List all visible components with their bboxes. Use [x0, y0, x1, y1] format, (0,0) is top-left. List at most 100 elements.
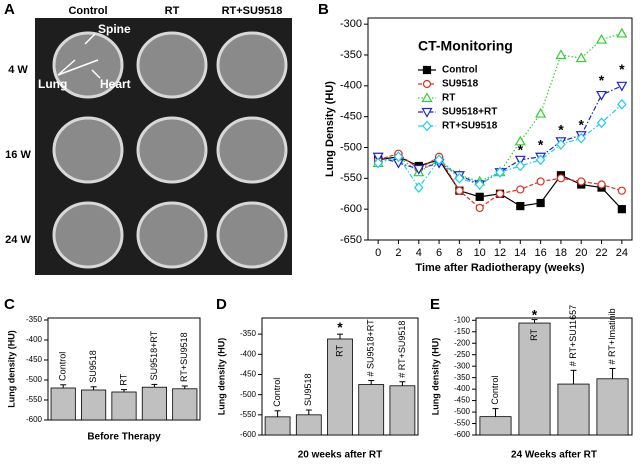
- annotation: *: [337, 319, 343, 335]
- category-label: RT: [118, 373, 128, 385]
- data-point: [556, 174, 566, 183]
- legend-label: RT: [442, 93, 455, 104]
- data-point: [516, 185, 525, 194]
- data-point: [555, 49, 567, 60]
- y-axis-label: Lung density (HU): [6, 330, 16, 408]
- bar: [596, 378, 629, 436]
- data-point: [596, 90, 608, 101]
- bar: [557, 383, 590, 436]
- data-point: [372, 152, 384, 163]
- panel-letter: B: [318, 1, 329, 18]
- legend-marker: [421, 107, 433, 118]
- bar: [81, 389, 107, 421]
- data-point: [475, 192, 484, 201]
- y-tick-label: -250: [454, 350, 471, 359]
- y-tick-label: -100: [454, 315, 471, 324]
- legend-label: Control: [442, 65, 478, 76]
- category-label: SU9518+RT: [149, 330, 159, 380]
- y-axis-label: Lung Density (HU): [324, 81, 336, 177]
- y-tick-label: -600: [454, 430, 471, 439]
- data-point: [576, 132, 587, 144]
- bar: [264, 416, 291, 436]
- bar: [111, 391, 137, 421]
- data-point: [434, 154, 444, 166]
- row-label: 4 W: [8, 64, 28, 76]
- column-label: Control: [68, 5, 107, 17]
- y-tick-label: -500: [240, 390, 257, 399]
- y-tick-label: -600: [240, 430, 257, 439]
- y-tick-label: -350: [454, 373, 471, 382]
- bar: [479, 416, 512, 436]
- data-point: [454, 172, 465, 184]
- category-label: Control: [58, 352, 68, 381]
- x-tick-label: 4: [416, 247, 422, 259]
- bar: [327, 338, 353, 436]
- data-point: [577, 177, 586, 186]
- ct-slices: [52, 31, 288, 269]
- category-label: Control: [490, 376, 500, 405]
- data-point: [617, 205, 626, 214]
- y-axis-label: Lung density (HU): [430, 338, 440, 416]
- plot-frame: [475, 317, 633, 436]
- category-label: RT: [529, 329, 539, 341]
- data-point: [616, 81, 628, 92]
- x-axis-label: 24 Weeks after RT: [511, 450, 597, 461]
- category-label: # SU9518+RT: [366, 319, 376, 377]
- legend-marker: [421, 92, 433, 103]
- arrows: [57, 33, 101, 79]
- y-tick-label: -400: [340, 80, 362, 92]
- category-label: # RT+SU9518: [397, 321, 407, 378]
- row-label: 16 W: [5, 149, 31, 161]
- y-tick-label: -350: [240, 329, 257, 338]
- y-tick-label: -150: [454, 327, 471, 336]
- category-label: # RT+SU11657: [568, 305, 578, 366]
- x-axis-label: Time after Radiotherapy (weeks): [415, 262, 584, 274]
- y-tick-label: -350: [26, 315, 43, 324]
- annotation: *: [518, 141, 524, 157]
- y-tick-label: -300: [340, 18, 362, 30]
- annotation: *: [599, 72, 605, 88]
- y-tick-label: -350: [340, 49, 362, 61]
- y-tick-label: -550: [26, 395, 43, 404]
- bar: [389, 385, 416, 436]
- data-point: [475, 203, 484, 213]
- x-tick-label: 2: [395, 247, 401, 259]
- bar: [358, 384, 385, 436]
- y-tick-label: -550: [454, 419, 471, 428]
- y-tick-label: -450: [454, 396, 471, 405]
- x-tick-label: 18: [555, 247, 567, 259]
- category-label: RT: [334, 344, 344, 356]
- panel-letter: A: [4, 1, 15, 18]
- y-tick-label: -600: [340, 203, 362, 215]
- y-tick-label: -400: [240, 349, 257, 358]
- chart-title: CT-Monitoring: [418, 38, 513, 54]
- data-point: [535, 154, 546, 166]
- data-point: [495, 166, 505, 178]
- x-tick-label: 20: [575, 247, 587, 259]
- bar: [141, 386, 167, 421]
- series-line: [377, 32, 623, 183]
- bar: [172, 388, 198, 421]
- data-point: [413, 164, 425, 175]
- annotation: *: [619, 61, 625, 77]
- y-tick-label: -650: [340, 234, 362, 246]
- x-tick-label: 24: [616, 247, 628, 259]
- data-point: [556, 139, 566, 150]
- panel-letter: C: [4, 296, 15, 313]
- y-axis-label: Lung density (HU): [216, 338, 226, 416]
- legend-label: SU9518: [442, 79, 479, 90]
- annotation: Heart: [100, 77, 131, 91]
- legend-marker: [422, 79, 432, 89]
- bar: [518, 322, 551, 436]
- data-point: [535, 107, 547, 118]
- annotation: *: [558, 122, 564, 138]
- y-tick-label: -450: [26, 355, 43, 364]
- data-point: [514, 135, 526, 146]
- x-axis-label: 20 weeks after RT: [298, 450, 383, 461]
- data-point: [373, 157, 383, 169]
- column-label: RT+SU9518: [222, 5, 283, 17]
- annotation: Lung: [38, 77, 67, 91]
- legend-label: RT+SU9518: [442, 121, 498, 132]
- x-axis-label: Before Therapy: [87, 432, 161, 443]
